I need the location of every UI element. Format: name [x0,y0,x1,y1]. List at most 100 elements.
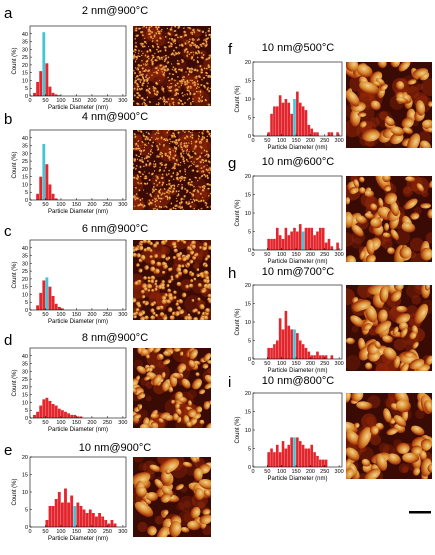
x-tick-label: 250 [103,529,112,535]
x-axis-label: Particle Diameter (nm) [48,427,108,433]
histogram-bar [296,231,299,250]
panel-letter: e [4,442,12,459]
x-tick-label: 200 [87,529,96,535]
x-tick-label: 200 [306,361,315,367]
histogram-bar [313,355,316,359]
histogram-bar [290,437,293,467]
histogram: 0 50 100 150 200 250 3000510152025303540Partic… [12,239,127,325]
afm-image [133,348,211,428]
x-tick-label: 50 [42,529,48,535]
histogram-bar [290,329,293,359]
x-tick-label: 250 [103,202,112,208]
histogram-bar [281,238,285,250]
histogram-bar-highlight [45,277,49,310]
y-tick-label: 0 [248,248,251,254]
histogram-bar [45,63,49,96]
y-tick-label: 15 [245,79,251,85]
x-tick-label: 50 [42,202,48,208]
x-tick-label: 250 [320,361,329,367]
histogram-bar [273,452,276,467]
histogram-bar [39,176,43,200]
histogram-bar [316,231,319,250]
histogram-bar [281,441,285,467]
histogram-bar [51,404,55,418]
histogram-bar [278,235,282,250]
afm-image [133,130,211,210]
x-tick-label: 0 [28,98,31,104]
panel-letter: i [228,374,231,391]
histogram-bar [321,227,325,250]
y-tick-label: 0 [25,94,28,100]
x-tick-label: 300 [118,312,127,318]
y-tick-label: 30 [22,47,28,53]
y-tick-label: 40 [22,136,28,142]
histogram-bar [313,235,316,250]
histogram: 0 50 100 150 200 250 300 0 5 10 15 20 Particle Diame… [235,283,344,374]
panel-title: 8 nm@900°C [82,332,148,344]
x-tick-label: 0 [251,361,254,367]
y-tick-label: 10 [22,78,28,84]
histogram-bar [281,329,285,359]
histogram-bar [284,448,288,467]
histogram-bar [270,113,273,136]
histogram-bar [267,452,270,467]
y-tick-label: 5 [25,408,28,414]
y-tick-label: 15 [245,410,251,416]
x-tick-label: 100 [56,420,65,426]
histogram-bar [319,355,322,359]
x-tick-label: 150 [72,202,81,208]
histogram-bar [39,71,43,96]
x-tick-label: 0 [251,252,254,258]
histogram-bar [270,347,273,359]
histogram-bar [304,448,308,467]
histogram-bar [296,333,299,359]
histogram-bar [82,509,86,527]
x-tick-label: 50 [42,420,48,426]
y-tick-label: 20 [22,63,28,69]
panel-h: h 10 nm@700°C 0 50 100 150 200 250 300 0 5 10 15 20 Pa… [228,265,432,374]
histogram-bar [33,92,36,96]
y-tick-label: 0 [248,357,251,363]
histogram-bar [310,355,314,359]
histogram-bar [36,411,40,418]
histogram-bar [48,184,52,200]
x-axis-label: Particle Diameter (nm) [267,259,327,265]
histogram-bar [275,106,279,136]
histogram-bar [287,325,291,359]
histogram-bar [296,437,299,467]
histogram-bar [321,355,325,359]
panel-letter: h [228,265,236,282]
histogram-bar [107,523,111,527]
x-tick-label: 300 [118,202,127,208]
histogram-bar [73,414,77,418]
x-tick-label: 300 [118,420,127,426]
histogram-bar [88,509,92,527]
panel-title: 10 nm@600°C [262,156,334,168]
histogram-bar [48,286,52,310]
histogram-bar [48,506,52,527]
histogram-bar-highlight [293,99,296,136]
histogram-bar [298,102,302,136]
histogram-bar [304,227,308,250]
histogram-bar [284,310,288,359]
y-tick-label: 5 [25,86,28,92]
x-tick-label: 300 [118,529,127,535]
histogram-bar [45,520,49,527]
panel-title: 10 nm@700°C [262,266,334,278]
histogram-bar [76,416,80,418]
histogram-bar [60,308,64,310]
y-tick-label: 0 [25,198,28,204]
y-tick-label: 30 [22,261,28,267]
y-tick-label: 25 [22,55,28,61]
y-tick-label: 5 [25,508,28,514]
y-tick-label: 10 [22,182,28,188]
y-tick-label: 5 [25,300,28,306]
histogram-bar [54,198,58,200]
histogram-bar [98,513,101,527]
histogram-bar [298,340,302,359]
y-tick-label: 10 [245,428,251,434]
y-tick-label: 20 [22,167,28,173]
histogram-bar-highlight [293,437,296,467]
histogram-bar [42,280,46,310]
